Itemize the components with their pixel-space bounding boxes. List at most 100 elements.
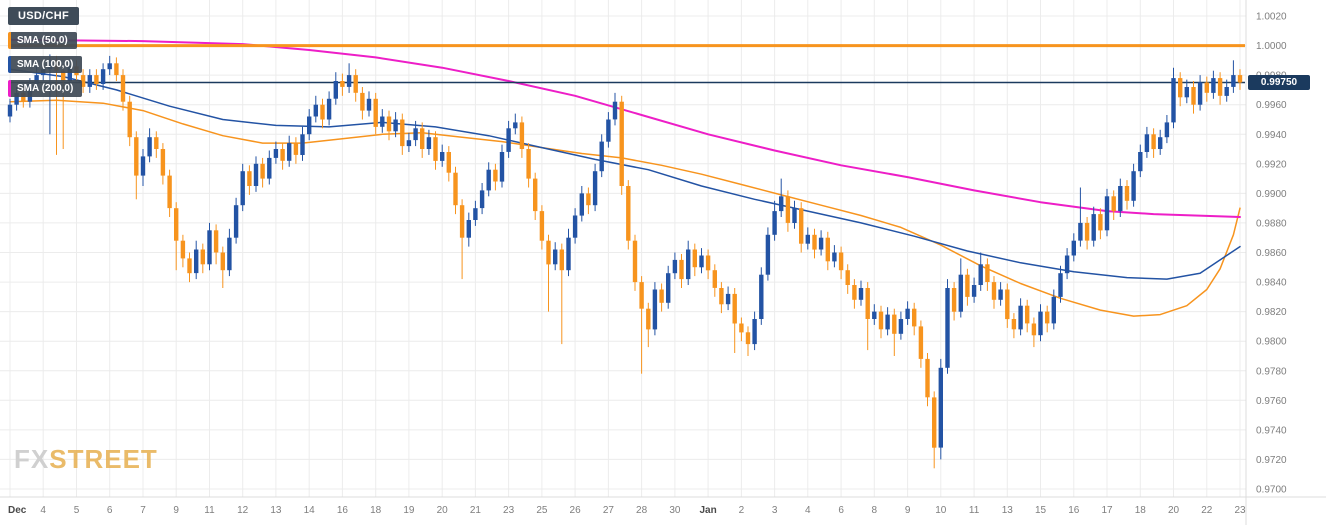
candle-body xyxy=(1224,87,1229,96)
candle-body xyxy=(672,259,678,274)
candle-body xyxy=(87,75,92,87)
candle-body xyxy=(1018,305,1023,330)
candle-body xyxy=(892,314,897,334)
candle-body xyxy=(1138,152,1143,172)
candle-body xyxy=(94,75,99,84)
candle-body xyxy=(300,134,305,155)
candle-body xyxy=(572,215,578,238)
candle-body xyxy=(925,358,930,398)
candle-body xyxy=(446,152,451,173)
candle-body xyxy=(293,143,299,155)
candle-body xyxy=(785,196,791,223)
x-axis-label: 23 xyxy=(1234,505,1246,516)
watermark-fx: FX xyxy=(14,444,50,474)
x-axis-label: 20 xyxy=(437,505,449,516)
candle-body xyxy=(779,196,784,212)
candle-body xyxy=(1071,240,1076,256)
y-axis-label: 0.9960 xyxy=(1256,100,1287,111)
candle-body xyxy=(1111,196,1116,212)
candle-body xyxy=(938,367,943,448)
indicator-badge-sma200[interactable]: SMA (200,0) xyxy=(8,80,83,97)
candle-body xyxy=(559,249,564,271)
candle-body xyxy=(912,308,917,327)
symbol-badge[interactable]: USD/CHF xyxy=(8,7,79,25)
y-axis-label: 0.9880 xyxy=(1256,218,1287,229)
candle-body xyxy=(333,81,338,99)
candle-body xyxy=(420,128,425,149)
candle-body xyxy=(513,122,518,129)
candle-body xyxy=(307,116,312,135)
candle-body xyxy=(287,143,292,161)
x-axis-label: 6 xyxy=(107,505,113,516)
candle-body xyxy=(825,237,830,262)
y-axis-label: 0.9820 xyxy=(1256,307,1287,318)
candle-body xyxy=(1104,196,1110,231)
y-axis-label: 0.9700 xyxy=(1256,485,1287,496)
candle-body xyxy=(459,205,465,238)
candle-body xyxy=(932,397,937,448)
indicator-badge-sma50[interactable]: SMA (50,0) xyxy=(8,32,77,49)
candle-body xyxy=(619,101,624,186)
candle-body xyxy=(612,101,618,120)
candle-body xyxy=(599,141,604,172)
sma-200-0-line xyxy=(9,38,1241,218)
candle-body xyxy=(386,116,392,132)
candle-body xyxy=(134,137,139,176)
candle-body xyxy=(732,293,737,324)
y-axis-label: 1.0000 xyxy=(1256,41,1287,52)
candle-body xyxy=(160,149,166,176)
candle-body xyxy=(666,273,671,303)
grid xyxy=(0,0,1246,497)
candle-body xyxy=(705,255,711,271)
candle-body xyxy=(440,152,445,161)
candle-body xyxy=(805,234,810,244)
candle-body xyxy=(207,230,212,265)
candle-body xyxy=(493,169,498,182)
candle-body xyxy=(765,234,771,275)
candle-body xyxy=(606,119,611,142)
candle-body xyxy=(127,101,132,138)
candle-body xyxy=(872,311,877,319)
candle-body xyxy=(154,137,159,149)
candle-body xyxy=(140,156,146,176)
candle-body xyxy=(546,240,551,265)
candle-body xyxy=(426,137,432,149)
candle-body xyxy=(905,308,910,319)
candle-body xyxy=(858,288,864,300)
candle-body xyxy=(533,178,538,212)
candle-body xyxy=(1038,311,1043,336)
x-axis-label: 27 xyxy=(603,505,615,516)
candle-body xyxy=(180,240,186,259)
candle-body xyxy=(61,70,66,81)
last-price-tag: 0.99750 xyxy=(1248,75,1310,90)
candle-body xyxy=(1204,82,1209,93)
candle-body xyxy=(1184,87,1189,98)
x-axis-label: 25 xyxy=(536,505,548,516)
x-axis-label: 8 xyxy=(872,505,878,516)
candle-body xyxy=(586,193,591,206)
candle-body xyxy=(918,326,924,359)
candle-body xyxy=(260,163,265,179)
x-axis-label: 7 xyxy=(140,505,146,516)
candle-body xyxy=(247,171,252,186)
x-axis-label: 11 xyxy=(204,505,215,516)
candle-body xyxy=(991,282,997,300)
candle-body xyxy=(1217,78,1223,96)
x-axis-label: 3 xyxy=(772,505,778,516)
candle-body xyxy=(985,264,990,282)
candle-body xyxy=(958,274,963,312)
candle-body xyxy=(353,75,358,93)
candle-body xyxy=(998,289,1003,300)
candle-body xyxy=(187,258,192,274)
x-axis-label: 11 xyxy=(969,505,980,516)
candle-body xyxy=(626,186,631,241)
indicator-badge-sma100[interactable]: SMA (100,0) xyxy=(8,56,83,73)
x-axis-label: Jan xyxy=(699,505,716,516)
candle-body xyxy=(539,211,545,241)
watermark-street: STREET xyxy=(49,444,158,474)
candle-body xyxy=(1025,305,1030,324)
x-axis-label: 19 xyxy=(403,505,415,516)
x-axis-label: 18 xyxy=(1135,505,1147,516)
x-axis-label: 4 xyxy=(805,505,811,516)
